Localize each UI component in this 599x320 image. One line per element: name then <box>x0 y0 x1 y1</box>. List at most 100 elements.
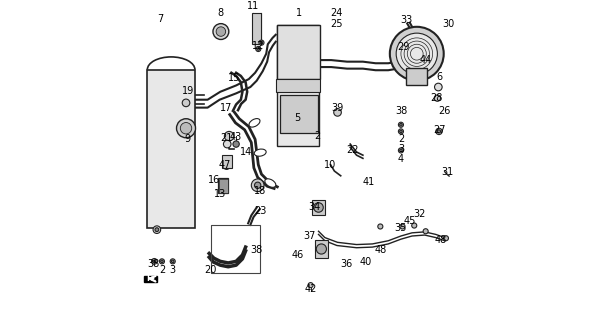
Circle shape <box>180 123 192 134</box>
Text: 20: 20 <box>204 265 216 275</box>
Text: 3: 3 <box>170 265 176 275</box>
Text: 8: 8 <box>218 8 224 18</box>
Text: 17: 17 <box>220 103 232 113</box>
Circle shape <box>182 99 190 107</box>
Circle shape <box>223 163 230 169</box>
Circle shape <box>437 130 440 133</box>
Bar <box>219 179 228 193</box>
Circle shape <box>159 259 165 264</box>
Text: 28: 28 <box>430 93 443 103</box>
Circle shape <box>153 260 156 263</box>
Text: 7: 7 <box>158 14 164 24</box>
Text: 26: 26 <box>438 106 451 116</box>
Text: 46: 46 <box>292 250 304 260</box>
Circle shape <box>256 46 261 52</box>
Text: 24: 24 <box>331 8 343 18</box>
Circle shape <box>396 33 437 74</box>
Text: 34: 34 <box>308 202 321 212</box>
Text: 11: 11 <box>247 1 259 11</box>
Circle shape <box>225 132 234 141</box>
Text: 16: 16 <box>208 175 220 185</box>
Text: 29: 29 <box>397 43 410 52</box>
Circle shape <box>434 95 440 101</box>
Circle shape <box>155 228 159 232</box>
Circle shape <box>216 27 226 36</box>
Text: 44: 44 <box>419 55 432 65</box>
Circle shape <box>311 121 313 123</box>
Text: 48: 48 <box>375 244 387 255</box>
Circle shape <box>400 149 402 152</box>
Bar <box>406 68 427 85</box>
Circle shape <box>400 130 402 133</box>
Circle shape <box>412 223 417 228</box>
Text: 30: 30 <box>442 19 455 28</box>
Text: 47: 47 <box>219 160 231 170</box>
Bar <box>277 25 319 146</box>
Text: 37: 37 <box>304 231 316 241</box>
Bar <box>211 225 260 273</box>
Text: 36: 36 <box>340 259 353 268</box>
Text: 5: 5 <box>294 113 301 123</box>
Text: 6: 6 <box>437 72 443 82</box>
Text: 40: 40 <box>360 257 372 267</box>
Ellipse shape <box>249 119 260 127</box>
Text: 45: 45 <box>404 216 416 226</box>
Circle shape <box>423 229 428 234</box>
Text: 2: 2 <box>159 265 165 275</box>
Circle shape <box>153 226 161 234</box>
Circle shape <box>260 41 263 44</box>
Circle shape <box>170 259 176 264</box>
Circle shape <box>390 27 444 81</box>
Text: 3: 3 <box>398 144 404 154</box>
Ellipse shape <box>265 179 276 187</box>
Text: 25: 25 <box>331 19 343 28</box>
Circle shape <box>259 40 264 45</box>
Circle shape <box>171 260 174 263</box>
Text: 18: 18 <box>254 186 267 196</box>
Text: 43: 43 <box>230 132 242 142</box>
Circle shape <box>400 224 405 229</box>
Circle shape <box>434 83 442 91</box>
Text: 38: 38 <box>396 106 408 116</box>
Bar <box>276 79 320 92</box>
Text: 4: 4 <box>398 154 404 164</box>
Circle shape <box>309 126 314 131</box>
Circle shape <box>161 260 163 263</box>
Circle shape <box>398 122 404 127</box>
Text: 23: 23 <box>255 206 267 216</box>
Circle shape <box>398 129 404 134</box>
Circle shape <box>398 148 404 153</box>
Text: 10: 10 <box>325 160 337 170</box>
Text: 13: 13 <box>214 189 226 199</box>
Text: 33: 33 <box>401 15 413 26</box>
FancyBboxPatch shape <box>144 276 158 282</box>
Text: 31: 31 <box>441 167 454 177</box>
Circle shape <box>334 108 341 116</box>
Text: 2: 2 <box>398 134 404 144</box>
Bar <box>217 178 228 193</box>
Circle shape <box>443 236 449 241</box>
Circle shape <box>314 203 323 212</box>
Text: 48: 48 <box>434 235 447 245</box>
Circle shape <box>400 124 402 126</box>
Circle shape <box>177 119 195 138</box>
Bar <box>314 240 328 258</box>
Text: 38: 38 <box>147 259 159 268</box>
Text: 27: 27 <box>433 125 446 135</box>
Text: 35: 35 <box>395 223 407 233</box>
Text: 1: 1 <box>295 8 302 18</box>
Bar <box>147 69 195 228</box>
Bar <box>312 200 325 215</box>
Text: 19: 19 <box>182 86 194 96</box>
Circle shape <box>152 259 157 264</box>
Circle shape <box>213 24 229 39</box>
Text: 38: 38 <box>250 245 262 255</box>
Circle shape <box>316 244 326 254</box>
Text: 12: 12 <box>252 41 265 51</box>
Text: 42: 42 <box>304 284 317 294</box>
Circle shape <box>255 182 261 188</box>
Bar <box>222 155 232 168</box>
Circle shape <box>223 140 231 148</box>
Bar <box>280 95 318 133</box>
Text: 41: 41 <box>362 177 375 187</box>
